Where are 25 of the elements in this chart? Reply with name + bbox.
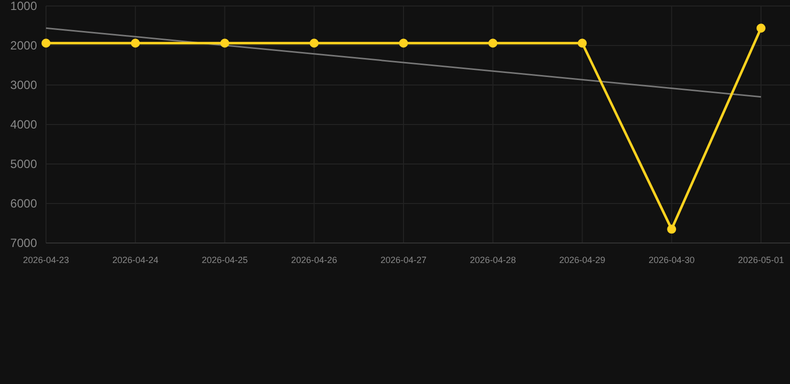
point xyxy=(578,38,587,48)
point xyxy=(130,38,140,48)
x-tick-label: 2026-04-28 xyxy=(470,255,516,265)
x-tick-label: 2026-04-30 xyxy=(648,255,695,265)
x-tick-label: 2026-04-27 xyxy=(380,255,427,265)
y-tick-label: 3000 xyxy=(10,78,38,92)
y-tick-label: 7000 xyxy=(10,236,38,250)
x-tick-label: 2026-04-26 xyxy=(291,255,338,265)
y-tick-label: 6000 xyxy=(10,196,38,211)
y-tick-label: 5000 xyxy=(10,157,38,172)
x-tick-label: 2026-04-25 xyxy=(202,255,248,265)
x-tick-label: 2026-04-24 xyxy=(112,255,158,265)
point xyxy=(667,224,676,234)
x-tick-label: 2026-04-29 xyxy=(559,255,606,265)
x-tick-label: 2026-04-23 xyxy=(22,255,70,265)
point xyxy=(756,24,766,33)
point xyxy=(220,38,230,48)
point xyxy=(310,38,319,48)
point xyxy=(399,38,408,48)
point xyxy=(488,38,498,48)
y-tick-label: 4000 xyxy=(10,118,38,132)
y-tick-label: 1000 xyxy=(10,0,38,14)
point xyxy=(42,38,50,48)
x-tick-label: 2026-05-01 xyxy=(738,255,784,265)
y-tick-label: 2000 xyxy=(10,38,38,53)
